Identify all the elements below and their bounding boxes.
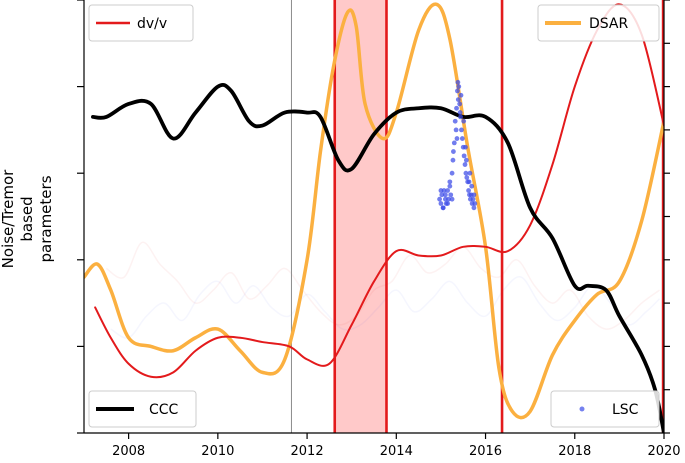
lsc-point bbox=[457, 110, 463, 115]
lsc-point bbox=[448, 192, 454, 198]
series-line-dsar bbox=[84, 2, 664, 420]
lsc-point bbox=[442, 192, 448, 198]
lsc-point bbox=[463, 157, 469, 163]
x-tick-label: 2008 bbox=[112, 444, 145, 459]
x-tick-label: 2016 bbox=[469, 444, 502, 459]
legend-dvv-frame bbox=[88, 4, 194, 42]
legend-lsc: LSC bbox=[550, 390, 660, 428]
lsc-point bbox=[455, 97, 461, 102]
lsc-point bbox=[454, 105, 459, 111]
tick-layer: 2008 2010 2012 2014 2016 2018 2020 bbox=[77, 0, 681, 459]
legend-ccc-label: CCC bbox=[149, 402, 179, 418]
legend-dsar-label: DSAR bbox=[589, 16, 629, 32]
lsc-point bbox=[456, 84, 462, 89]
lsc-point bbox=[459, 127, 464, 133]
lsc-point bbox=[459, 136, 465, 141]
lsc-point bbox=[454, 136, 460, 141]
x-tick-label: 2014 bbox=[380, 444, 413, 459]
x-tick-label: 2018 bbox=[558, 444, 591, 459]
lsc-point bbox=[449, 170, 455, 176]
lsc-point bbox=[438, 201, 444, 206]
lsc-point bbox=[462, 162, 468, 167]
lsc-point bbox=[471, 192, 477, 198]
lsc-point bbox=[445, 188, 451, 193]
lsc-point bbox=[449, 196, 455, 202]
lsc-point bbox=[467, 170, 473, 176]
lsc-point bbox=[451, 149, 456, 154]
x-tick-label: 2012 bbox=[291, 444, 324, 459]
lsc-point bbox=[457, 101, 463, 107]
legend-lsc-swatch bbox=[579, 406, 585, 412]
lsc-point bbox=[440, 205, 446, 211]
vertical-line-layer bbox=[290, 0, 665, 433]
lsc-point bbox=[439, 192, 445, 198]
series-layer bbox=[84, 2, 664, 433]
lsc-point bbox=[455, 88, 460, 94]
lsc-point bbox=[437, 196, 442, 202]
lsc-point bbox=[463, 170, 469, 176]
legend-lsc-frame bbox=[550, 390, 660, 428]
series-line-dvv bbox=[94, 3, 664, 379]
lsc-point bbox=[455, 79, 461, 85]
lsc-point bbox=[447, 183, 453, 189]
lsc-point bbox=[464, 175, 470, 180]
lsc-point bbox=[453, 127, 459, 133]
lsc-point bbox=[451, 140, 457, 146]
scatter-layer bbox=[437, 79, 478, 211]
lsc-point bbox=[466, 188, 471, 193]
lsc-point bbox=[461, 118, 467, 124]
legend-dsar-frame bbox=[537, 4, 660, 42]
legend-lsc-label: LSC bbox=[612, 402, 639, 418]
lsc-point bbox=[438, 188, 444, 193]
lsc-point bbox=[471, 205, 477, 211]
series-line-ccc bbox=[91, 82, 664, 433]
lsc-point bbox=[466, 179, 472, 185]
y-axis-label-line-3: parameters bbox=[37, 175, 55, 262]
lsc-point bbox=[461, 153, 467, 159]
lsc-point bbox=[446, 196, 451, 202]
x-tick-label: 2010 bbox=[201, 444, 234, 459]
x-tick-label: 2020 bbox=[647, 444, 680, 459]
legend-dsar: DSAR bbox=[537, 4, 660, 42]
lsc-point bbox=[469, 183, 475, 189]
lsc-point bbox=[445, 201, 451, 206]
y-axis-label-line-1: Noise/Tremor bbox=[0, 169, 17, 268]
lsc-point bbox=[470, 196, 476, 202]
y-axis-label-line-2: based bbox=[18, 196, 36, 241]
lsc-point bbox=[472, 201, 478, 206]
lsc-point bbox=[450, 157, 456, 163]
faint-red-trace bbox=[105, 241, 660, 330]
lsc-point bbox=[463, 144, 468, 150]
lsc-point bbox=[452, 118, 458, 124]
lsc-point bbox=[447, 179, 453, 185]
legend-ccc: CCC bbox=[88, 390, 197, 428]
lsc-point bbox=[458, 114, 463, 120]
legend-dvv-label: dv/v bbox=[137, 16, 167, 32]
legend-dvv: dv/v bbox=[88, 4, 194, 42]
lsc-point bbox=[458, 92, 464, 98]
legend-ccc-frame bbox=[88, 390, 197, 428]
